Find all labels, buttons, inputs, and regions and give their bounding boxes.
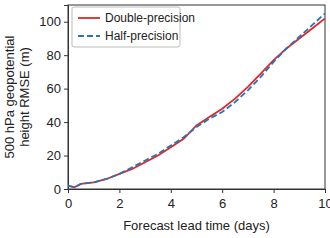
plot: 0246810020406080100 — [39, 5, 330, 211]
x-tick-label: 8 — [270, 196, 277, 211]
y-tick-label: 20 — [47, 148, 61, 163]
chart: 0246810020406080100Forecast lead time (d… — [0, 0, 330, 238]
plot-frame — [68, 5, 325, 189]
x-tick: 2 — [116, 189, 123, 211]
legend: Double-precision Half-precision — [72, 7, 195, 47]
legend-swatch — [78, 35, 100, 37]
x-axis-line — [69, 190, 326, 194]
y-tick: 60 — [47, 81, 68, 96]
x-tick-mark — [222, 189, 223, 193]
y-tick-mark — [64, 189, 68, 190]
series-line — [68, 13, 325, 187]
y-axis-line — [64, 6, 69, 190]
x-tick-label: 4 — [168, 196, 175, 211]
x-tick-label: 10 — [318, 196, 330, 211]
series-group — [68, 13, 325, 187]
y-tick: 0 — [54, 182, 68, 197]
y-tick-mark — [64, 55, 68, 56]
x-tick-label: 2 — [116, 196, 123, 211]
y-tick-label: 100 — [39, 14, 61, 29]
x-tick-mark — [171, 189, 172, 193]
x-axis-title: Forecast lead time (days) — [123, 218, 270, 233]
x-axis: 0 2 4 6 8 10 — [65, 189, 330, 211]
y-tick: 40 — [47, 115, 68, 130]
x-tick: 8 — [270, 189, 277, 211]
y-tick-mark — [64, 22, 68, 23]
y-tick: 20 — [47, 148, 68, 163]
y-axis-title-line: 500 hPa geopotential — [2, 35, 17, 158]
y-axis-title-line: height RMSE (m) — [17, 47, 32, 147]
y-tick-mark — [64, 122, 68, 123]
y-tick-mark — [64, 156, 68, 157]
x-tick-mark — [325, 189, 326, 193]
x-tick-mark — [119, 189, 120, 193]
y-tick: 80 — [47, 48, 68, 63]
x-tick-label: 6 — [219, 196, 226, 211]
x-tick: 6 — [219, 189, 226, 211]
y-tick-mark — [64, 89, 68, 90]
x-tick-mark — [274, 189, 275, 193]
y-tick-label: 80 — [47, 48, 61, 63]
x-tick: 4 — [168, 189, 175, 211]
legend-swatch — [78, 17, 100, 19]
y-axis: 0 20 40 60 80 100 — [39, 6, 68, 197]
legend-label: Double-precision — [105, 11, 195, 25]
y-axis-title: 500 hPa geopotentialheight RMSE (m) — [2, 35, 32, 158]
y-tick-label: 0 — [54, 182, 61, 197]
legend-label: Half-precision — [105, 29, 178, 43]
y-tick-label: 40 — [47, 115, 61, 130]
y-tick-label: 60 — [47, 81, 61, 96]
y-tick: 100 — [39, 14, 68, 29]
x-tick: 10 — [318, 189, 330, 211]
x-tick-label: 0 — [65, 196, 72, 211]
x-tick: 0 — [65, 189, 72, 211]
